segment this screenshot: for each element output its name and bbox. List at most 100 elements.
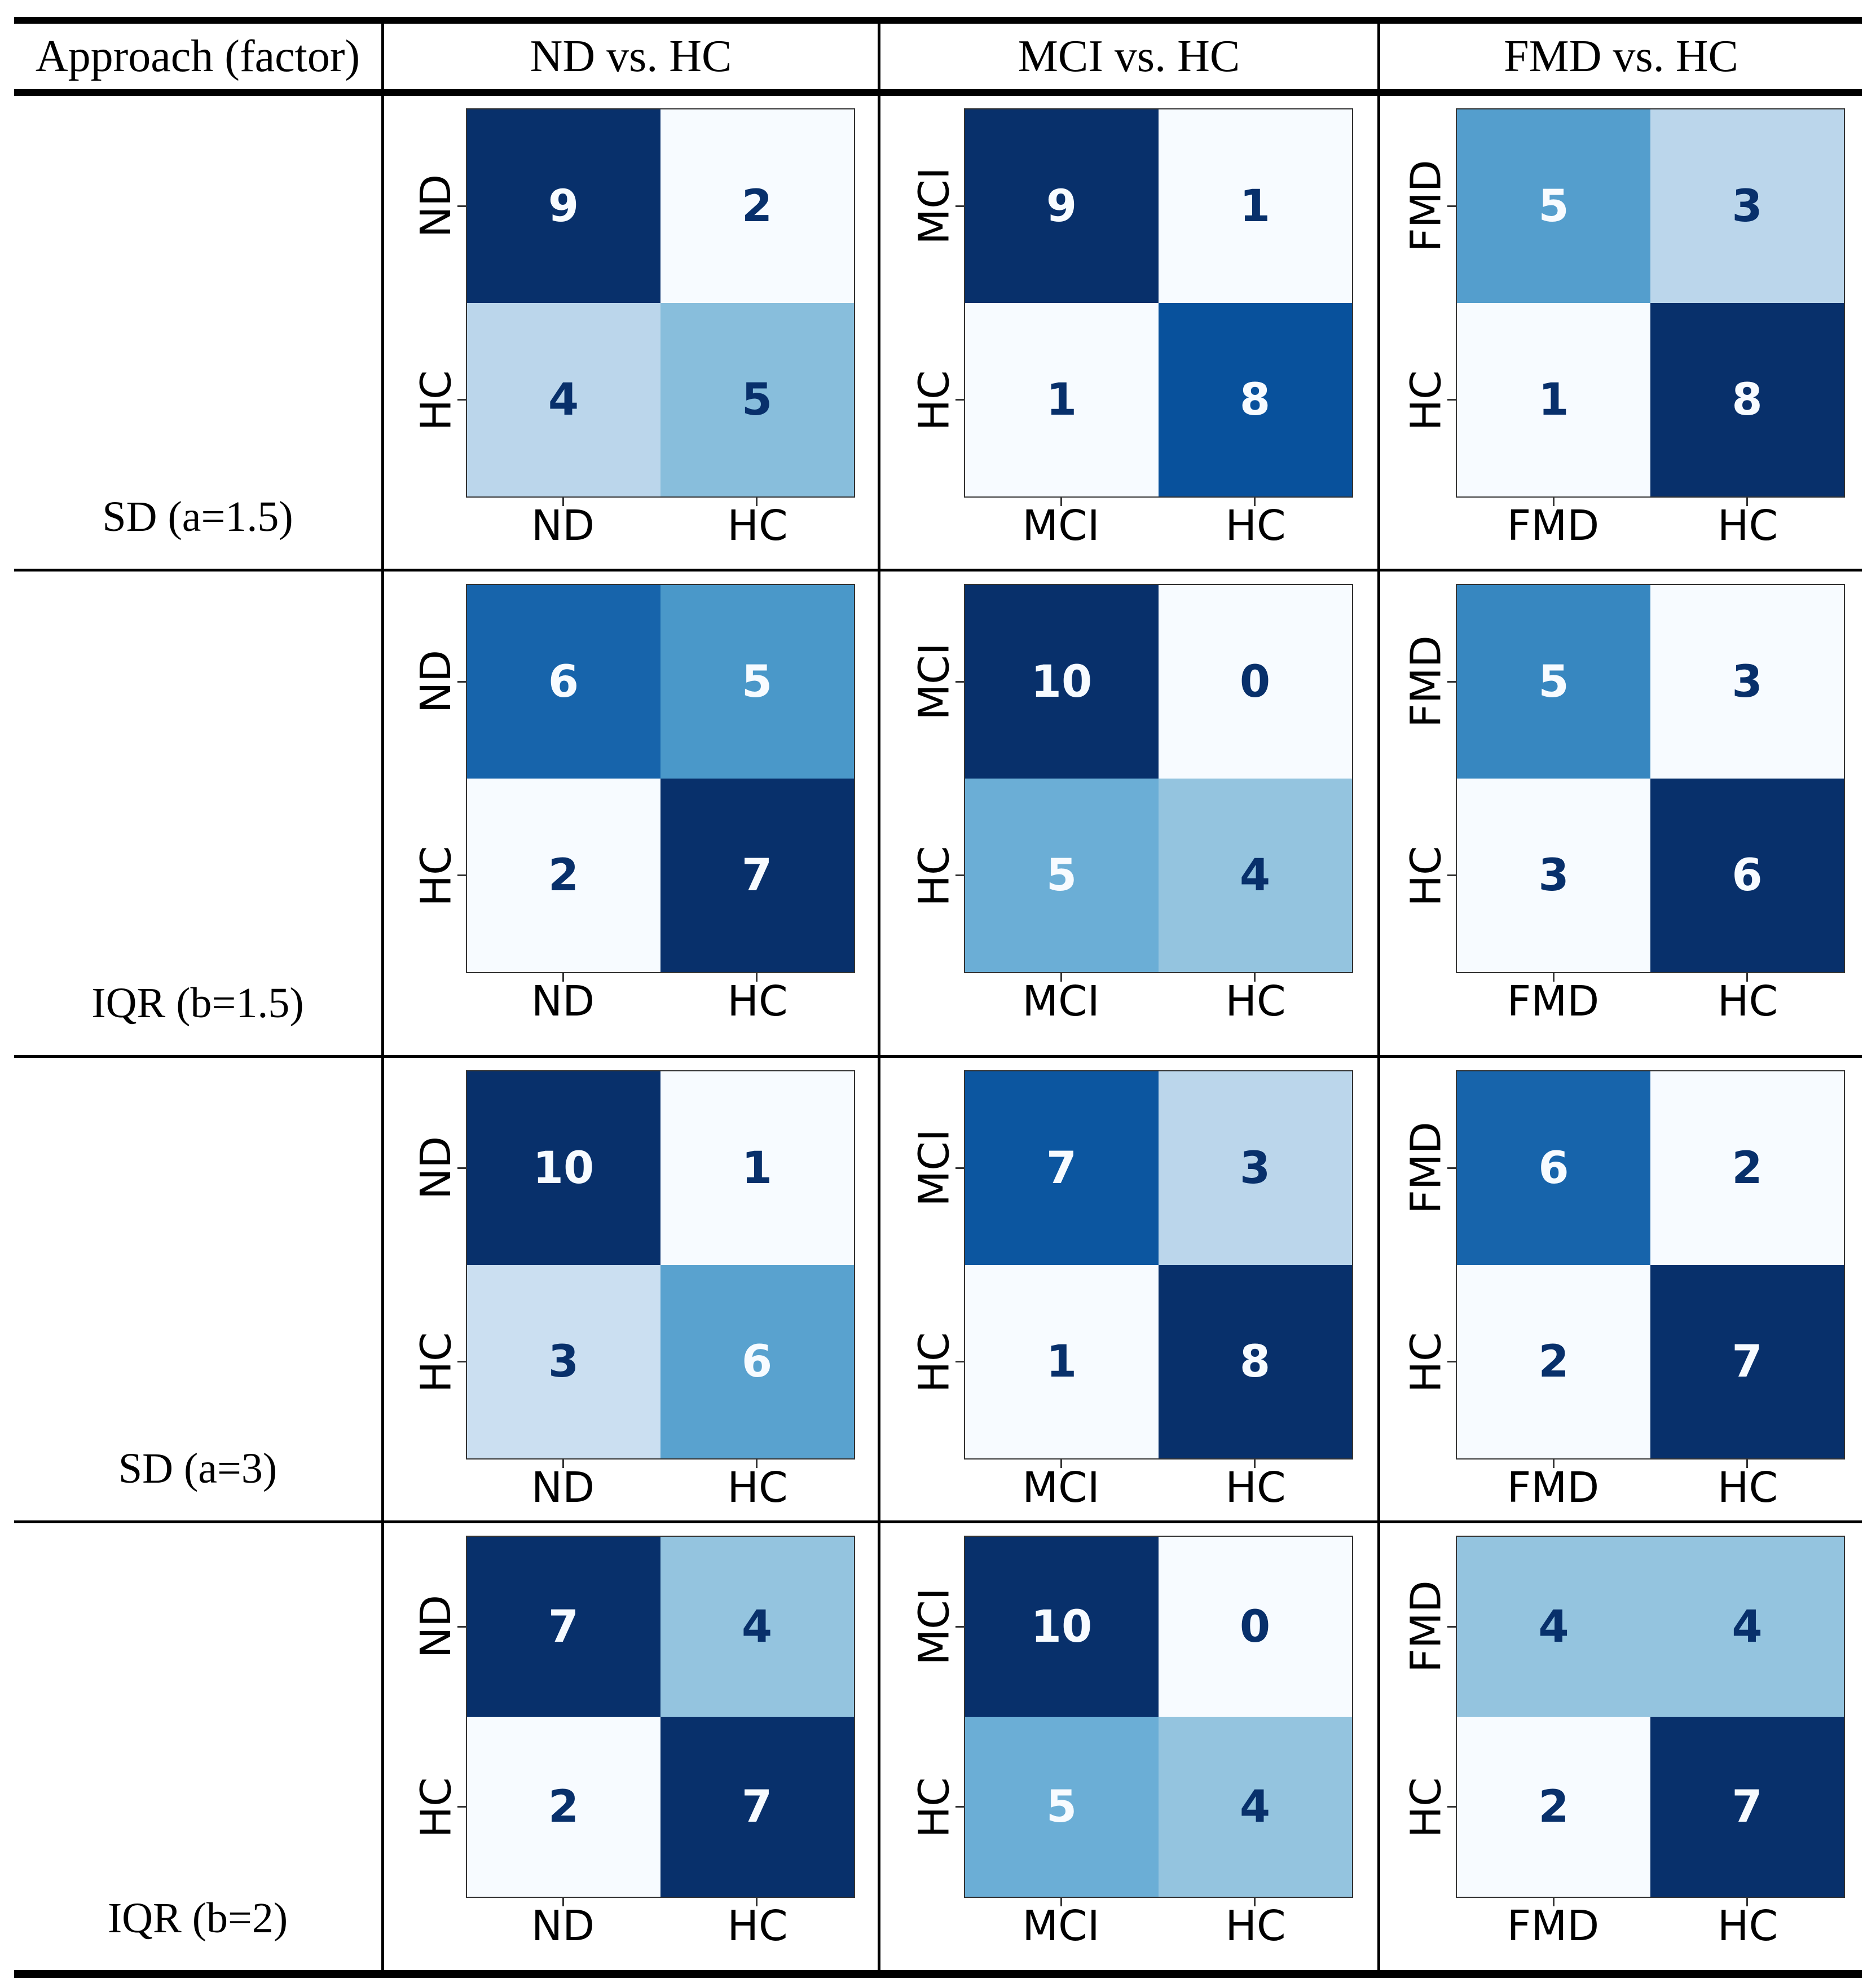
matrix-cell-value: 10 <box>965 585 1159 779</box>
y-axis-label-slot: HC <box>407 1265 466 1460</box>
y-axis-label-slot: HC <box>407 303 466 498</box>
confusion-matrix: MCI HC 9 1 1 8 MCI HC <box>878 96 1377 569</box>
matrix-cell-value: 8 <box>1158 1265 1352 1458</box>
x-tick-mark <box>562 1460 564 1468</box>
x-tick-mark <box>1552 973 1554 982</box>
x-tick-mark <box>562 498 564 506</box>
matrix-cell-value: 0 <box>1158 1537 1352 1717</box>
matrix-cell-value: 5 <box>1457 109 1650 303</box>
x-tick-label: FMD <box>1507 1463 1600 1512</box>
matrix-cell-value: 3 <box>1457 779 1650 972</box>
matrix-cell-value: 6 <box>1457 1071 1650 1265</box>
y-tick-mark <box>1447 680 1456 683</box>
y-tick-label: HC <box>910 1777 959 1838</box>
matrix-cell-value: 1 <box>1457 303 1650 496</box>
x-tick-mark <box>1552 1898 1554 1906</box>
header-mci-vs-hc: MCI vs. HC <box>878 24 1377 96</box>
x-tick-mark <box>756 1460 758 1468</box>
x-tick-label: ND <box>531 1902 595 1950</box>
heatmap-grid: 10 0 5 4 <box>955 1536 1353 1906</box>
matrix-cell-value: 6 <box>660 1265 854 1458</box>
x-axis-labels: FMD HC <box>1456 973 1845 1030</box>
x-tick-label: HC <box>727 1463 788 1512</box>
y-axis-label-slot: HC <box>407 1717 466 1898</box>
matrix-cell-value: 1 <box>965 303 1159 496</box>
y-tick-mark <box>457 205 466 207</box>
confusion-matrix-plot: ND HC 10 1 3 6 ND HC <box>407 1070 855 1516</box>
matrix-cell-value: 2 <box>1457 1265 1650 1458</box>
y-tick-mark <box>457 1625 466 1628</box>
x-axis-labels: FMD HC <box>1456 1460 1845 1516</box>
x-tick-label: HC <box>1225 502 1286 550</box>
y-axis-labels: MCI HC <box>905 108 964 498</box>
x-tick-label: HC <box>1717 502 1778 550</box>
x-tick-mark <box>562 973 564 982</box>
x-axis-labels: MCI HC <box>964 973 1353 1030</box>
matrix-cell-value: 7 <box>1650 1265 1844 1458</box>
matrix-cell-value: 2 <box>1650 1071 1844 1265</box>
confusion-matrix: ND HC 6 5 2 7 ND HC <box>381 569 878 1055</box>
matrix-cell-value: 5 <box>660 585 854 779</box>
y-tick-mark <box>955 1625 964 1628</box>
x-axis-labels: ND HC <box>466 973 855 1030</box>
x-tick-mark <box>1254 1460 1256 1468</box>
matrix-cell-value: 4 <box>1457 1537 1650 1717</box>
x-tick-label: MCI <box>1022 502 1100 550</box>
matrix-cell-value: 5 <box>965 779 1159 972</box>
y-tick-mark <box>1447 874 1456 876</box>
confusion-matrix: FMD HC 6 2 2 7 FMD HC <box>1377 1055 1862 1520</box>
y-tick-label: MCI <box>910 166 959 245</box>
x-tick-label: HC <box>1717 1902 1778 1950</box>
matrix-cell-value: 4 <box>660 1537 854 1717</box>
confusion-matrix: ND HC 9 2 4 5 ND HC <box>381 96 878 569</box>
y-tick-label: ND <box>412 649 461 713</box>
matrix-cell-value: 7 <box>965 1071 1159 1265</box>
y-tick-label: HC <box>1402 845 1451 907</box>
y-axis-labels: ND HC <box>407 1070 466 1460</box>
matrix-cell-value: 5 <box>660 303 854 496</box>
x-axis-labels: ND HC <box>466 1898 855 1954</box>
y-axis-labels: FMD HC <box>1397 584 1456 973</box>
y-axis-label-slot: HC <box>905 1717 964 1898</box>
y-tick-label: FMD <box>1402 1580 1451 1673</box>
row-label-iqr-b2: IQR (b=2) <box>14 1520 381 1970</box>
x-tick-mark <box>756 498 758 506</box>
confusion-matrix-plot: FMD HC 5 3 3 6 FMD HC <box>1397 584 1845 1030</box>
matrix-cell-value: 9 <box>965 109 1159 303</box>
y-tick-mark <box>1447 398 1456 401</box>
matrix-cell-value: 2 <box>466 1717 660 1897</box>
matrix-cell-value: 0 <box>1158 585 1352 779</box>
y-tick-label: HC <box>1402 370 1451 431</box>
x-axis-labels: ND HC <box>466 1460 855 1516</box>
matrix-cell-value: 10 <box>466 1071 660 1265</box>
y-tick-mark <box>457 680 466 683</box>
x-tick-mark <box>1746 1460 1748 1468</box>
y-tick-label: HC <box>412 370 461 431</box>
x-axis-labels: FMD HC <box>1456 1898 1845 1954</box>
row-label-sd-a3: SD (a=3) <box>14 1055 381 1520</box>
confusion-matrix: FMD HC 5 3 3 6 FMD HC <box>1377 569 1862 1055</box>
x-tick-label: FMD <box>1507 502 1600 550</box>
header-approach-factor: Approach (factor) <box>14 24 381 96</box>
x-tick-mark <box>1552 1460 1554 1468</box>
x-tick-mark <box>1060 498 1062 506</box>
row-label-iqr-b1.5: IQR (b=1.5) <box>14 569 381 1055</box>
confusion-matrix-plot: MCI HC 10 0 5 4 MCI HC <box>905 584 1353 1030</box>
y-tick-mark <box>457 1167 466 1169</box>
y-tick-mark <box>1447 1167 1456 1169</box>
heatmap-grid: 10 0 5 4 <box>955 584 1353 982</box>
x-tick-label: HC <box>727 1902 788 1950</box>
y-tick-label: FMD <box>1402 635 1451 728</box>
matrix-cell-value: 8 <box>1158 303 1352 496</box>
y-axis-labels: MCI HC <box>905 1536 964 1898</box>
confusion-matrix: MCI HC 10 0 5 4 MCI HC <box>878 1520 1377 1970</box>
y-axis-labels: FMD HC <box>1397 1070 1456 1460</box>
x-tick-mark <box>1254 498 1256 506</box>
y-tick-label: MCI <box>910 1128 959 1207</box>
x-axis-labels: ND HC <box>466 498 855 554</box>
